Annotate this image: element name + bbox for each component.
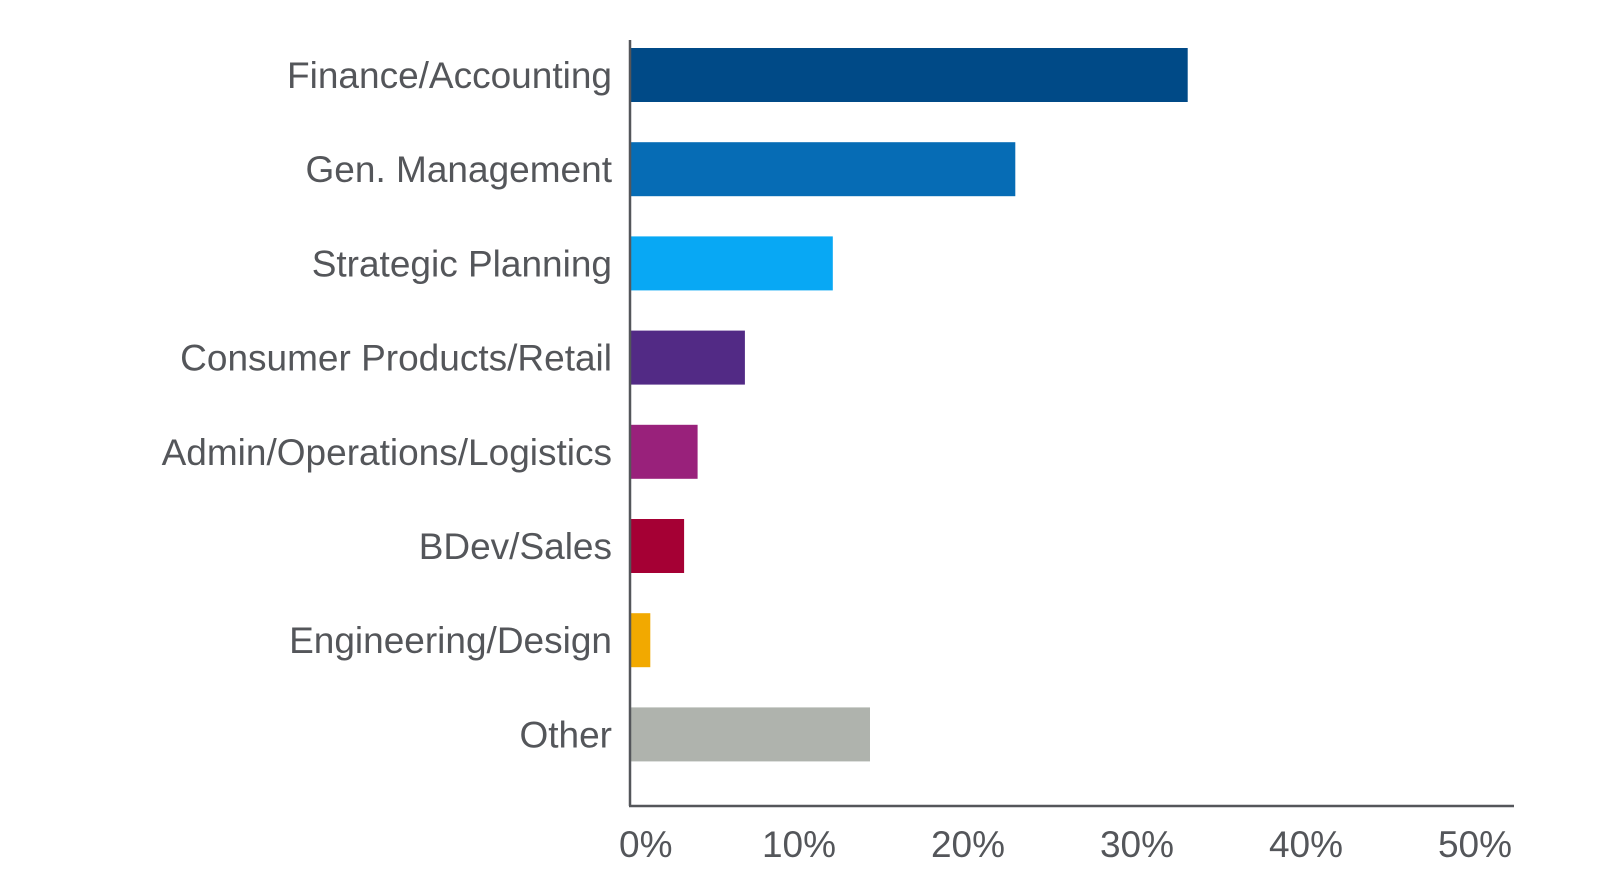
category-label: Admin/Operations/Logistics [162, 432, 612, 473]
bars-group [630, 48, 1188, 762]
x-tick-label: 40% [1269, 824, 1343, 865]
bar-3 [630, 330, 745, 385]
category-label: Finance/Accounting [287, 55, 612, 96]
category-label: BDev/Sales [419, 526, 612, 567]
category-labels-group: Finance/Accounting Gen. Management Strateg… [162, 55, 613, 755]
bar-2 [630, 236, 833, 291]
bar-0 [630, 48, 1188, 102]
bar-6 [630, 613, 651, 668]
x-tick-label: 20% [931, 824, 1005, 865]
x-tick-label: 30% [1100, 824, 1174, 865]
x-tick-label: 50% [1438, 824, 1512, 865]
bar-4 [630, 424, 698, 479]
category-label: Engineering/Design [289, 620, 612, 661]
x-tick-label: 0% [619, 824, 672, 865]
x-tick-label: 10% [762, 824, 836, 865]
bar-1 [630, 142, 1016, 197]
category-label: Other [519, 714, 612, 755]
category-label: Consumer Products/Retail [180, 338, 612, 379]
bar-7 [630, 707, 870, 762]
category-label: Strategic Planning [312, 243, 612, 284]
category-label: Gen. Management [306, 149, 613, 190]
bar-5 [630, 519, 685, 573]
tick-labels-group: 0% 10% 20% 30% 40% 50% [619, 824, 1512, 865]
